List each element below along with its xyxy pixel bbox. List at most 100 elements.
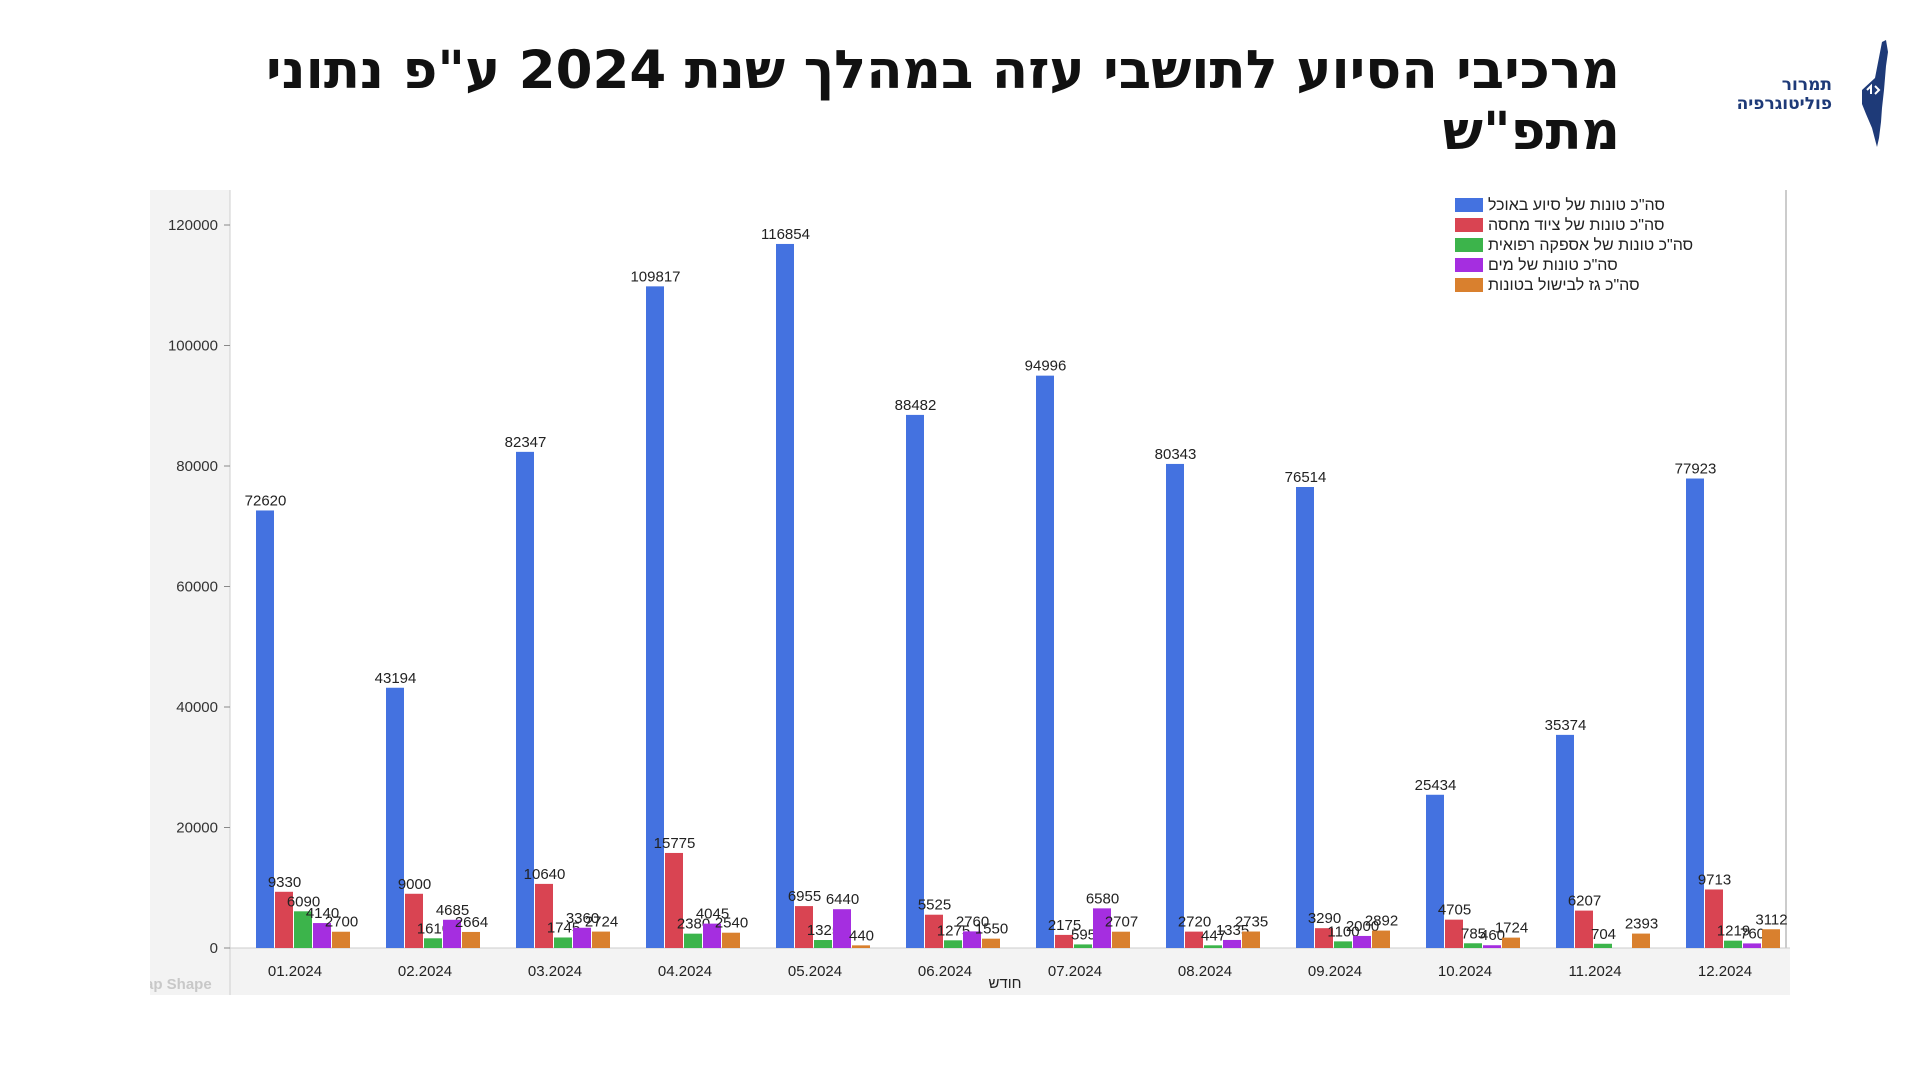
data-label: 94996 — [1025, 358, 1067, 375]
data-label: 9713 — [1698, 871, 1731, 888]
x-tick-label: 03.2024 — [528, 963, 582, 980]
data-label: 447 — [1201, 927, 1226, 944]
logo-line1: תמרור — [1781, 75, 1832, 95]
data-label: 25434 — [1415, 777, 1457, 794]
bar-1 — [516, 451, 534, 948]
data-label: 460 — [1480, 927, 1505, 944]
data-label: 72620 — [245, 492, 287, 509]
bar-2 — [1055, 934, 1073, 948]
data-label: 10640 — [524, 866, 566, 883]
chart-area: 0 20000 40000 60000 80000 100000 120000 72620 93… — [145, 190, 1790, 998]
x-tick-label: 11.2024 — [1568, 963, 1621, 980]
bar-4 — [313, 923, 331, 948]
bar-chart: 0 20000 40000 60000 80000 100000 120000 72620 93… — [145, 190, 1790, 998]
data-label: 116854 — [761, 226, 810, 243]
x-tick-label: 12.2024 — [1698, 963, 1752, 980]
data-label: 2393 — [1625, 916, 1658, 933]
y-tick-label: 40000 — [176, 699, 218, 716]
bar-4 — [1093, 908, 1111, 948]
data-label: 2707 — [1105, 914, 1138, 931]
data-label: 1219 — [1717, 923, 1750, 940]
bar-5 — [1112, 931, 1130, 948]
bar-5 — [1372, 930, 1390, 948]
bar-5 — [1632, 933, 1650, 948]
data-label: 35374 — [1545, 717, 1587, 734]
bar-1 — [1296, 487, 1314, 948]
bar-1 — [1556, 734, 1574, 948]
bar-3 — [684, 933, 702, 948]
y-tick-label: 100000 — [168, 338, 218, 355]
legend-swatch-4 — [1455, 258, 1483, 272]
data-label: 440 — [849, 927, 874, 944]
data-label: 3360 — [566, 910, 599, 927]
x-tick-label: 08.2024 — [1178, 963, 1232, 980]
bar-4 — [573, 927, 591, 948]
legend-label-4: סה"כ טונות של מים — [1488, 256, 1618, 274]
bar-4 — [963, 931, 981, 948]
logo: תמרור פוליטוגרפיה — [1700, 30, 1900, 150]
legend-label-5: סה"כ גז לבישול בטונות — [1488, 276, 1640, 294]
data-label: 9000 — [398, 876, 431, 893]
x-tick-label: 06.2024 — [918, 963, 972, 980]
data-label: 1100 — [1327, 923, 1359, 940]
data-label: 5525 — [918, 897, 951, 914]
bar-3 — [1594, 943, 1612, 948]
data-label: 2175 — [1048, 917, 1081, 934]
bar-3 — [814, 940, 832, 948]
bar-2 — [1315, 928, 1333, 948]
bar-5 — [1242, 931, 1260, 948]
bar-5 — [1502, 937, 1520, 948]
data-label: 6955 — [788, 888, 821, 905]
data-label: 4705 — [1438, 902, 1471, 919]
bar-3 — [1724, 940, 1742, 948]
bar-3 — [1074, 944, 1092, 948]
data-label: 785 — [1461, 925, 1486, 942]
legend-swatch-3 — [1455, 238, 1483, 252]
data-label: 77923 — [1675, 461, 1717, 478]
data-label: 88482 — [895, 397, 937, 414]
legend-label-1: סה"כ טונות של סיוע באוכל — [1488, 196, 1665, 214]
bar-5 — [462, 931, 480, 948]
x-tick-label: 07.2024 — [1048, 963, 1102, 980]
data-label: 4140 — [306, 905, 339, 922]
bar-4 — [1223, 939, 1241, 948]
bar-5 — [592, 931, 610, 948]
data-label: 80343 — [1155, 446, 1197, 463]
data-label: 2735 — [1235, 914, 1268, 931]
bar-4 — [703, 923, 721, 948]
data-label: 9330 — [268, 874, 301, 891]
data-label: 43194 — [375, 670, 417, 687]
bar-5 — [722, 932, 740, 948]
bar-2 — [275, 891, 293, 948]
bar-1 — [1426, 794, 1444, 948]
data-label: 1325 — [807, 922, 840, 939]
legend-label-2: סה"כ טונות של ציוד מחסה — [1488, 216, 1664, 234]
footer-fragment: ap Shape — [150, 976, 212, 993]
bar-2 — [795, 906, 813, 948]
data-label: 4045 — [696, 906, 729, 923]
bar-3 — [294, 911, 312, 948]
data-label: 109817 — [630, 268, 680, 285]
bar-2 — [1445, 919, 1463, 948]
data-label: 2724 — [585, 914, 618, 931]
data-label: 1745 — [547, 919, 580, 936]
legend-swatch-2 — [1455, 218, 1483, 232]
bar-4 — [833, 909, 851, 948]
bar-4 — [443, 919, 461, 948]
page-title: מרכיבי הסיוע לתושבי עזה במהלך שנת 2024 ע… — [266, 40, 1620, 162]
bar-2 — [1575, 910, 1593, 948]
bar-4 — [1483, 945, 1501, 948]
bar-1 — [1166, 463, 1184, 948]
data-label: 1724 — [1495, 920, 1528, 937]
data-label: 2664 — [455, 914, 488, 931]
data-label: 2700 — [325, 914, 358, 931]
data-label: 6207 — [1568, 893, 1601, 910]
x-tick-label: 09.2024 — [1308, 963, 1362, 980]
bar-3 — [1464, 943, 1482, 948]
y-tick-label: 20000 — [176, 820, 218, 837]
x-tick-label: 05.2024 — [788, 963, 842, 980]
legend-label-3: סה"כ טונות של אספקה רפואית — [1488, 236, 1693, 254]
bar-5 — [332, 931, 350, 948]
data-label: 2000 — [1346, 918, 1379, 935]
x-axis-title: חודש — [988, 975, 1021, 992]
